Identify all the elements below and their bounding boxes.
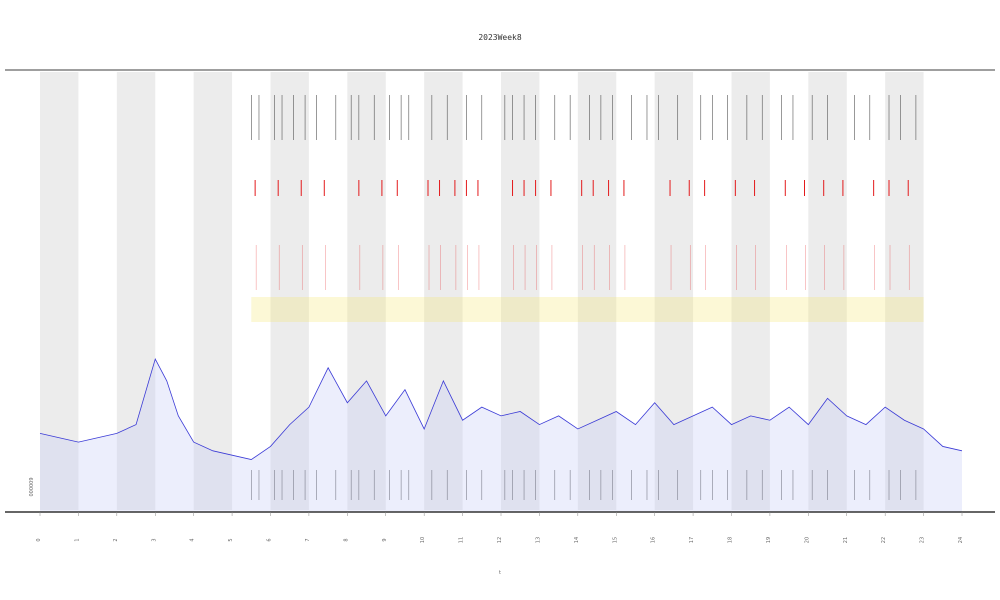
shaded-band-11 xyxy=(885,72,924,510)
x-tick-label-1: 1 xyxy=(74,538,80,541)
x-tick-label-7: 7 xyxy=(305,538,311,541)
series-line-0 xyxy=(39,357,963,460)
shaded-band-3 xyxy=(270,72,309,510)
x-tick-label-16: 16 xyxy=(651,537,657,543)
x-tick-label-4: 4 xyxy=(190,538,196,541)
x-tick-label-11: 11 xyxy=(459,537,465,543)
x-tick-label-20: 20 xyxy=(804,537,810,543)
shaded-band-5 xyxy=(424,72,463,510)
x-tick-label-17: 17 xyxy=(689,537,695,543)
shaded-band-2 xyxy=(193,72,233,510)
x-tick-label-8: 8 xyxy=(343,538,349,541)
x-tick-label-5: 5 xyxy=(228,538,234,541)
event-ticks-red xyxy=(254,180,910,290)
x-tick-label-15: 15 xyxy=(612,537,618,543)
chart-title: 2023Week8 xyxy=(478,33,522,42)
shaded-band-1 xyxy=(116,72,156,510)
x-tick-label-19: 19 xyxy=(766,537,772,543)
shaded-band-0 xyxy=(40,72,79,510)
shaded-bands xyxy=(40,72,924,510)
x-tick-label-23: 23 xyxy=(920,537,926,543)
x-tick-label-10: 10 xyxy=(420,537,426,543)
x-tick-label-3: 3 xyxy=(151,538,157,541)
x-ticks: 0 1 2 3 4 5 6 7 8 9 10 11 12 13 14 15 16 17 18 19 20 21 22 23 24 xyxy=(36,512,964,543)
shaded-band-9 xyxy=(731,72,770,510)
x-tick-label-14: 14 xyxy=(574,537,580,543)
shaded-band-10 xyxy=(808,72,847,510)
x-tick-label-22: 22 xyxy=(881,537,887,543)
x-tick-label-18: 18 xyxy=(728,537,734,543)
yellow-highlight xyxy=(251,297,924,322)
x-tick-label-13: 13 xyxy=(535,537,541,543)
shaded-band-7 xyxy=(577,72,617,510)
x-tick-label-6: 6 xyxy=(267,538,273,541)
shaded-band-4 xyxy=(347,72,386,510)
shaded-band-6 xyxy=(501,72,540,510)
x-tick-label-21: 21 xyxy=(843,537,849,543)
series-area-0 xyxy=(40,359,962,512)
yellow-band xyxy=(251,297,924,322)
x-tick-label-0: 0 xyxy=(36,538,42,541)
x-tick-label-12: 12 xyxy=(497,537,503,543)
x-tick-label-2: 2 xyxy=(113,538,119,541)
event-ticks-black xyxy=(250,95,917,500)
series-group xyxy=(39,357,963,512)
inner-label: 000009 xyxy=(29,477,35,496)
x-tick-label-9: 9 xyxy=(382,538,388,541)
shaded-band-8 xyxy=(654,72,694,510)
x-tick-label-24: 24 xyxy=(958,537,964,543)
x-axis-label: t xyxy=(499,570,501,576)
